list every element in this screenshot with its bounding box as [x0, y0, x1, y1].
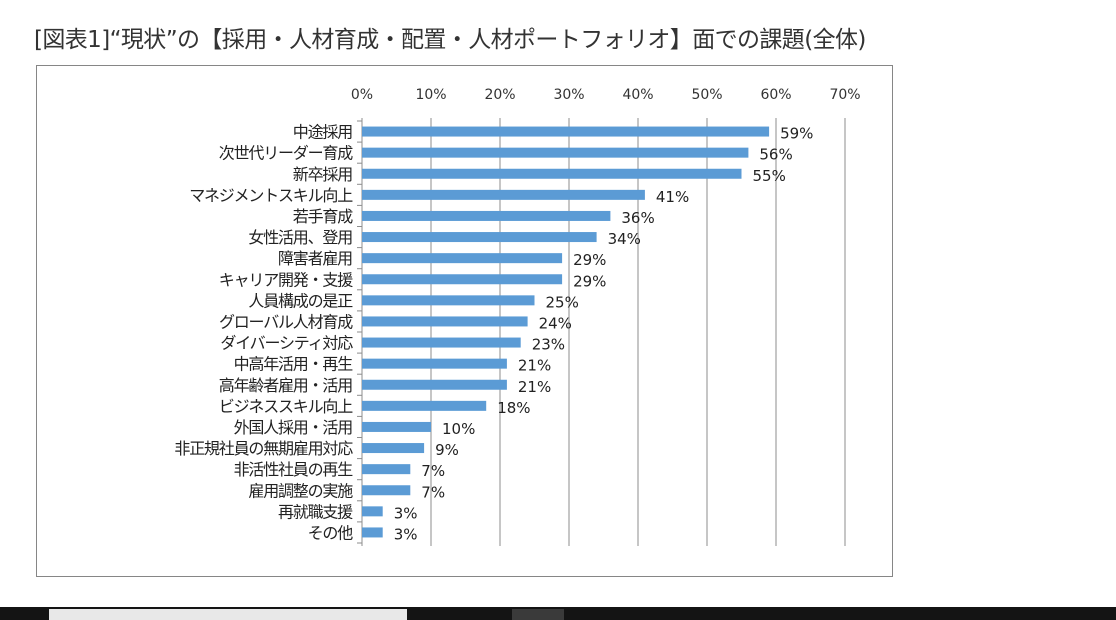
data-label: 25%: [546, 293, 579, 311]
bar: [362, 147, 749, 158]
bar: [362, 485, 411, 496]
bar-chart: 0% 10% 20% 30% 40% 50% 60% 70% 中途採用 59% 次世代リーダー育成 5…: [174, 87, 861, 546]
bar: [362, 527, 383, 538]
x-tick-label: 50%: [691, 87, 722, 103]
bar: [362, 253, 563, 264]
data-label: 7%: [421, 483, 445, 501]
bar: [362, 210, 611, 221]
data-label: 3%: [394, 525, 418, 543]
data-label: 24%: [539, 314, 572, 332]
x-tick-label: 40%: [622, 87, 653, 103]
category-label: 中途採用: [293, 123, 352, 142]
bar: [362, 232, 597, 243]
bottom-strip-light: [49, 609, 407, 620]
category-label: 障害者雇用: [278, 249, 352, 268]
category-label: マネジメントスキル向上: [189, 186, 353, 205]
category-label: 新卒採用: [293, 165, 352, 184]
data-label: 18%: [497, 399, 530, 417]
x-tick-label: 60%: [760, 87, 791, 103]
bar: [362, 400, 487, 411]
chart-title: [図表1]“現状”の【採用・人材育成・配置・人材ポートフォリオ】面での課題(全体…: [34, 27, 866, 53]
data-label: 23%: [532, 336, 565, 354]
data-label: 29%: [573, 251, 606, 269]
x-tick-label: 70%: [829, 87, 860, 103]
category-label: キャリア開発・支援: [219, 270, 353, 289]
category-label: 次世代リーダー育成: [219, 144, 353, 163]
bar: [362, 274, 563, 285]
bar: [362, 421, 431, 432]
data-label: 59%: [780, 125, 813, 143]
x-tick-label: 10%: [415, 87, 446, 103]
x-tick-label: 0%: [351, 87, 373, 103]
category-label: グローバル人材育成: [219, 312, 353, 331]
chart-frame: 0% 10% 20% 30% 40% 50% 60% 70% 中途採用 59% 次世代リーダー育成 5…: [36, 65, 893, 577]
data-label: 36%: [621, 209, 654, 227]
bar: [362, 189, 645, 200]
bottom-strip: [0, 607, 1116, 620]
bar: [362, 337, 521, 348]
category-label: 人員構成の是正: [248, 291, 353, 310]
category-label: 若手育成: [293, 207, 353, 226]
bar: [362, 379, 507, 390]
bar: [362, 464, 411, 475]
data-label: 3%: [394, 504, 418, 522]
category-label: 非活性社員の再生: [234, 460, 354, 479]
bar: [362, 443, 425, 454]
bar: [362, 316, 528, 327]
category-label: 再就職支援: [278, 502, 353, 521]
category-label: 雇用調整の実施: [248, 481, 353, 500]
category-label: 中高年活用・再生: [234, 355, 354, 374]
data-label: 9%: [435, 441, 459, 459]
x-tick-label: 30%: [553, 87, 584, 103]
data-label: 55%: [753, 167, 786, 185]
bar: [362, 168, 742, 179]
category-label: 非正規社員の無期雇用対応: [174, 439, 353, 458]
category-label: ビジネススキル向上: [219, 397, 353, 416]
data-label: 7%: [421, 462, 445, 480]
data-label: 21%: [518, 357, 551, 375]
x-tick-label: 20%: [484, 87, 515, 103]
bar: [362, 506, 383, 517]
bar: [362, 126, 770, 137]
category-label: 外国人採用・活用: [234, 418, 353, 437]
category-label: 高年齢者雇用・活用: [219, 376, 352, 395]
bar: [362, 358, 507, 369]
data-label: 21%: [518, 378, 551, 396]
category-label: 女性活用、登用: [248, 228, 352, 247]
data-label: 10%: [442, 420, 475, 438]
data-label: 56%: [759, 146, 792, 164]
bottom-strip-gray: [512, 609, 564, 620]
data-label: 41%: [656, 188, 689, 206]
data-label: 29%: [573, 272, 606, 290]
category-label: ダイバーシティ対応: [220, 334, 353, 353]
category-label: その他: [308, 523, 354, 542]
bar: [362, 295, 535, 306]
data-label: 34%: [608, 230, 641, 248]
